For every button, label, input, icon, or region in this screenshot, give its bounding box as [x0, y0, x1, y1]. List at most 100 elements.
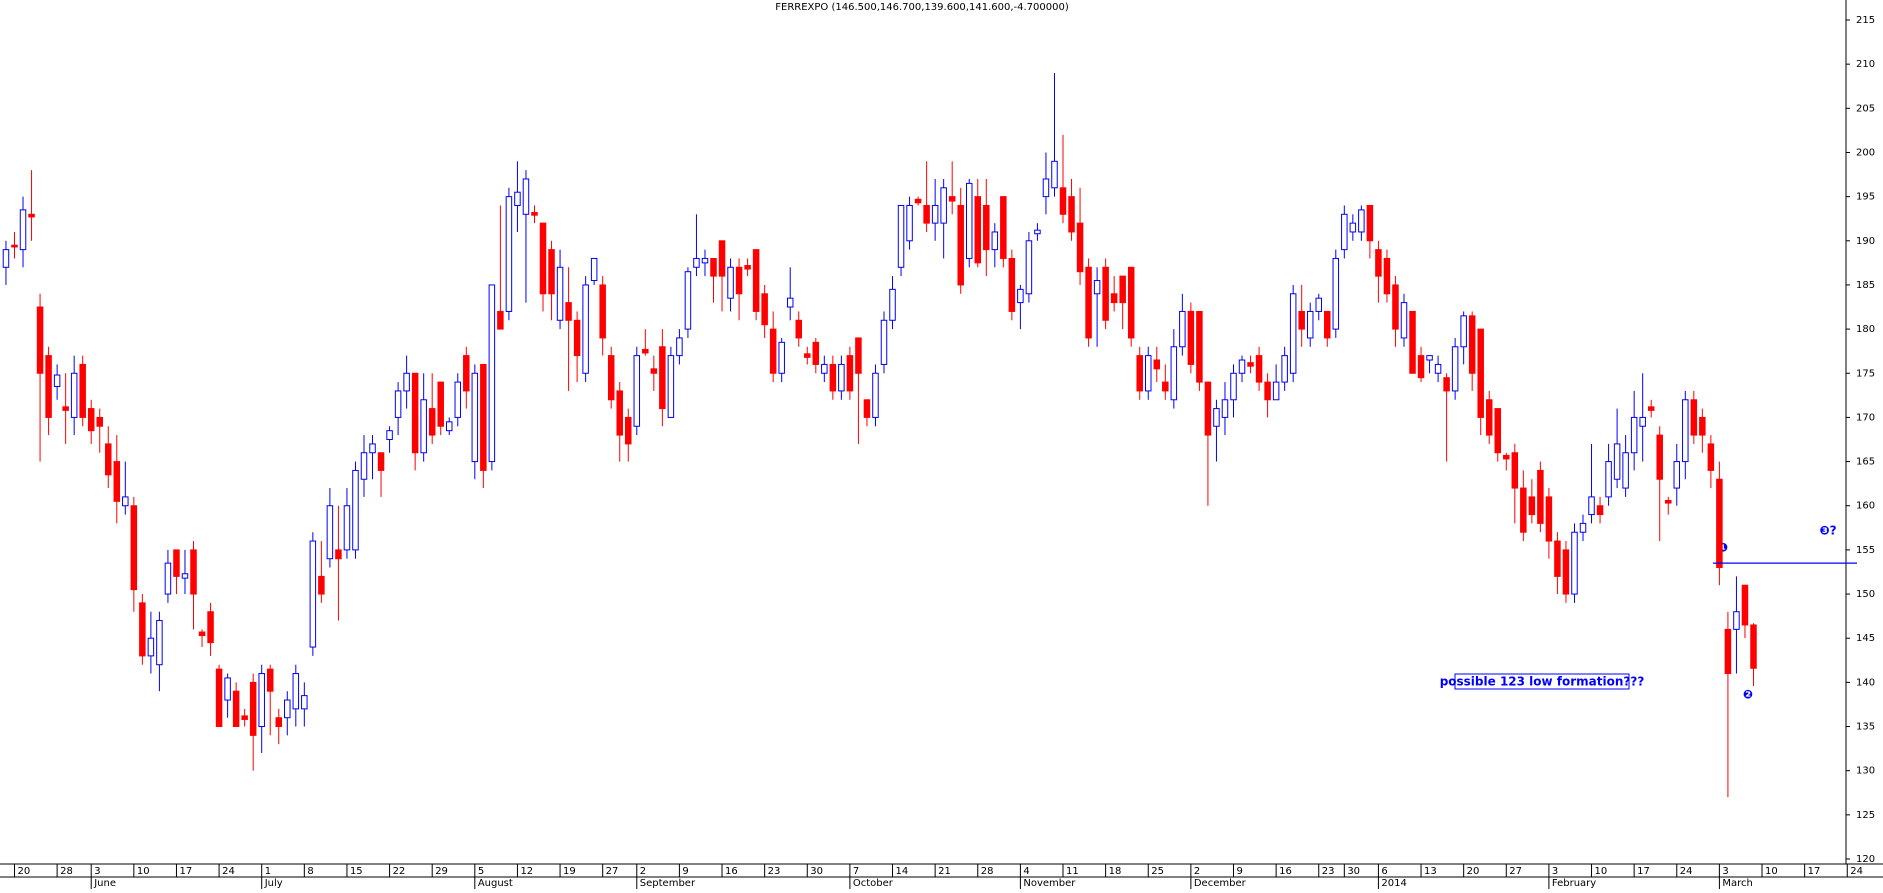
candle-body	[718, 240, 726, 277]
candle-body	[1358, 209, 1365, 233]
candle-body	[1076, 222, 1084, 273]
candle-body	[744, 265, 751, 270]
candle-body	[1630, 416, 1638, 454]
candle-body	[207, 611, 214, 644]
candle-body	[1588, 496, 1595, 516]
candle-body	[1545, 496, 1553, 542]
y-tick-label: 165	[1856, 457, 1875, 468]
candle-body	[386, 430, 393, 441]
candle-body	[565, 302, 572, 321]
candle-body	[539, 222, 547, 295]
candle-body	[156, 620, 163, 666]
y-tick-label: 175	[1856, 368, 1875, 379]
candle-body	[190, 549, 197, 595]
candle-body	[437, 381, 444, 427]
x-tick-label: 16	[1279, 866, 1292, 877]
candle-body	[36, 306, 44, 374]
candle-body	[1008, 257, 1016, 312]
candle-body	[590, 257, 598, 282]
candle-body	[914, 198, 922, 204]
candle-body	[1213, 408, 1220, 427]
candle-body	[880, 319, 888, 365]
candle-body	[1051, 160, 1058, 189]
candle-body	[650, 368, 658, 374]
candle-body	[1170, 346, 1178, 401]
candle-body	[1042, 178, 1050, 198]
candle-body	[1349, 222, 1357, 233]
candle-body	[164, 562, 172, 595]
candle-body	[1434, 363, 1442, 374]
candle-body	[1187, 310, 1195, 365]
candle-body	[531, 212, 538, 216]
x-tick-label: 10	[137, 866, 150, 877]
x-tick-label: 7	[853, 866, 859, 877]
x-tick-label: 20	[1467, 866, 1480, 877]
candle-body	[1281, 355, 1288, 383]
x-tick-label: 29	[435, 866, 448, 877]
x-tick-label: 9	[1236, 866, 1242, 877]
y-tick-label: 120	[1856, 854, 1875, 865]
x-tick-label: 27	[606, 866, 619, 877]
candle-body	[2, 249, 10, 268]
candle-body	[1511, 452, 1519, 489]
candle-body	[1520, 487, 1527, 533]
candle-body	[1127, 266, 1135, 339]
x-tick-label: 11	[1066, 866, 1079, 877]
candle-body	[275, 717, 283, 728]
x-tick-label: 24	[1680, 866, 1693, 877]
candle-body	[693, 257, 700, 268]
month-label: 2014	[1381, 878, 1406, 889]
candle-body	[889, 288, 896, 321]
candle-body	[19, 209, 27, 251]
month-label: August	[478, 878, 513, 889]
y-tick-label: 195	[1856, 192, 1875, 203]
candle-body	[1255, 355, 1263, 383]
candle-body	[1315, 297, 1322, 312]
candle-body	[897, 204, 905, 268]
candle-body	[411, 372, 419, 454]
y-tick-label: 145	[1856, 633, 1875, 644]
candle-body	[1503, 454, 1510, 460]
candle-body	[676, 337, 683, 357]
candle-body	[1562, 549, 1570, 595]
y-tick-label: 140	[1856, 677, 1875, 688]
candle-body	[1605, 461, 1612, 498]
month-label: March	[1722, 878, 1752, 889]
candle-body	[1537, 469, 1544, 524]
candle-body	[343, 505, 351, 551]
candle-body	[761, 293, 768, 326]
candle-body	[1162, 381, 1169, 392]
x-tick-label: 6	[1381, 866, 1387, 877]
candle-body	[1102, 266, 1109, 321]
annotation-note: possible 123 low formation???	[1440, 675, 1645, 689]
candle-body	[1068, 196, 1075, 233]
candle-body	[1716, 478, 1723, 569]
x-tick-label: 8	[307, 866, 313, 877]
candle-body	[1383, 257, 1391, 295]
x-tick-label: 21	[938, 866, 951, 877]
candle-body	[1289, 293, 1297, 374]
month-label: December	[1194, 878, 1247, 889]
candle-body	[1485, 399, 1493, 436]
candle-body	[582, 284, 589, 374]
candle-body	[403, 372, 410, 392]
candle-body	[1272, 381, 1280, 401]
candle-body	[488, 284, 496, 463]
candle-body	[684, 271, 692, 330]
candle-body	[1639, 416, 1646, 427]
candle-body	[1196, 310, 1203, 383]
candle-body	[292, 673, 300, 710]
candle-body	[45, 355, 52, 418]
candle-body	[352, 469, 359, 551]
candle-body	[812, 341, 820, 365]
candle-body	[1324, 310, 1331, 339]
candle-body	[659, 346, 666, 410]
candle-body	[1673, 461, 1681, 489]
candle-body	[752, 249, 760, 312]
candle-body	[1025, 240, 1033, 295]
candle-body	[1341, 213, 1348, 251]
candle-body	[633, 355, 641, 427]
y-tick-label: 125	[1856, 810, 1875, 821]
candle-body	[1664, 499, 1672, 504]
